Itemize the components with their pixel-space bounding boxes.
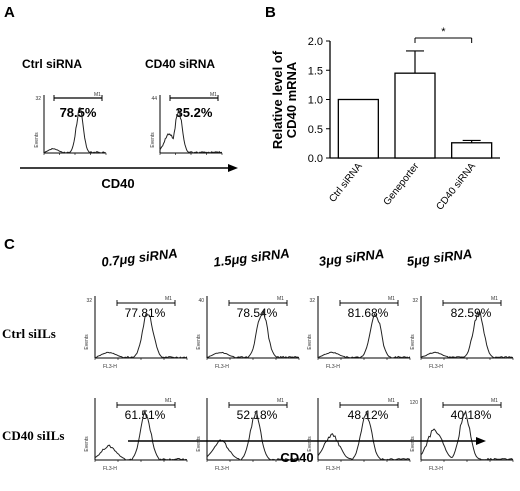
panel-c-histogram: [94, 398, 188, 462]
y-max-label: 40: [198, 298, 204, 304]
condition-label: 0.7μg siRNA: [101, 245, 179, 269]
y-max-label: 32: [35, 96, 41, 102]
bar: [337, 98, 379, 159]
y-tick-label: 2.0: [308, 36, 323, 48]
panel-c-histogram: [94, 296, 188, 360]
y-axis-label: Events: [410, 334, 416, 350]
panel-c-histogram: [206, 296, 300, 360]
histogram-curve: [317, 313, 411, 359]
y-axis-label: Events: [196, 436, 202, 452]
gate-marker-label: M1: [388, 398, 395, 404]
y-max-label: 44: [151, 96, 157, 102]
x-axis-label: FL3-H: [215, 466, 229, 472]
y-tick-label: 0.0: [308, 153, 323, 165]
x-axis-label: FL3-H: [103, 364, 117, 370]
panel-b-ylabel-line1: Relative level of: [270, 50, 285, 149]
x-axis-label: FL3-H: [326, 466, 340, 472]
histogram-curve: [94, 409, 188, 461]
category-label: Ctrl siRNA: [327, 161, 365, 205]
x-axis-label: FL3-H: [326, 364, 340, 370]
gate-percent: 61.51%: [125, 408, 166, 422]
gate-marker-label: M1: [277, 398, 284, 404]
histogram-curve: [317, 411, 411, 461]
gate-marker-label: M1: [165, 398, 172, 404]
panel-c-histogram: [317, 296, 411, 360]
panel-a-histogram: [159, 95, 223, 155]
y-tick-label: 1.0: [308, 95, 323, 107]
gate-marker-label: M1: [277, 296, 284, 302]
panel-a-histogram: [43, 95, 107, 155]
panel-c-histogram: [317, 398, 411, 462]
y-axis-label: Events: [196, 334, 202, 350]
y-axis-label: Events: [410, 436, 416, 452]
y-max-label: 32: [309, 298, 315, 304]
panel-a-axis-label: CD40: [101, 176, 134, 191]
panel-b-ylabel-line2: CD40 mRNA: [284, 61, 299, 138]
x-axis-label: FL3-H: [429, 364, 443, 370]
panel-c-axis-label: CD40: [280, 450, 313, 465]
y-axis-label: Events: [307, 436, 313, 452]
y-tick-label: 1.5: [308, 65, 323, 77]
y-axis-label: Events: [150, 132, 156, 148]
bar-chart: 0.0 0.5 1.0 1.5 2.0 Ctrl siRNA Geneporter CD40 …: [308, 26, 500, 213]
gate-percent: 40.18%: [451, 408, 492, 422]
gate-percent: 77.81%: [125, 306, 166, 320]
histogram-curve: [206, 309, 300, 359]
y-max-label: 120: [410, 400, 419, 406]
gate-marker-label: M1: [491, 398, 498, 404]
condition-label: 5μg siRNA: [406, 246, 473, 269]
x-axis-label: FL3-H: [429, 466, 443, 472]
y-tick-label: 0.5: [308, 124, 323, 136]
panel-c-histogram: [420, 296, 514, 360]
gate-percent: 78.54%: [237, 306, 278, 320]
y-axis-label: Events: [307, 334, 313, 350]
significance-star: *: [441, 26, 446, 38]
panel-b-letter: B: [265, 4, 276, 21]
histogram-curve: [94, 312, 188, 359]
panel-a-title: Ctrl siRNA: [22, 57, 82, 71]
panel-a-letter: A: [4, 4, 15, 21]
panel-c: 0.7μg siRNA 1.5μg siRNA 3μg siRNA 5μg siRNA…: [2, 245, 514, 472]
panel-c-letter: C: [4, 236, 15, 253]
panel-c-histogram: [420, 398, 514, 462]
gate-percent: 81.68%: [348, 306, 389, 320]
gate-marker-label: M1: [94, 92, 101, 98]
panel-a-title: CD40 siRNA: [145, 57, 215, 71]
gate-percent: 82.59%: [451, 306, 492, 320]
gate-marker-label: M1: [165, 296, 172, 302]
x-axis-label: FL3-H: [103, 466, 117, 472]
y-axis-label: Events: [84, 436, 90, 452]
histogram-curve: [159, 108, 223, 154]
gate-marker-label: M1: [491, 296, 498, 302]
x-axis-label: FL3-H: [215, 364, 229, 370]
gate-marker-label: M1: [210, 92, 217, 98]
histogram-curve: [43, 107, 107, 154]
y-max-label: 32: [86, 298, 92, 304]
histogram-curve: [420, 311, 514, 359]
y-axis-label: Events: [84, 334, 90, 350]
gate-percent: 35.2%: [176, 105, 213, 120]
cd40-arrowhead: [476, 437, 486, 445]
y-axis-label: Events: [34, 132, 40, 148]
category-label: CD40 siRNA: [434, 161, 478, 213]
bar: [451, 142, 493, 159]
cd40-arrowhead: [228, 164, 238, 172]
gate-marker-label: M1: [388, 296, 395, 302]
condition-label: 1.5μg siRNA: [213, 245, 291, 269]
row-label: Ctrl siILs: [2, 326, 56, 341]
row-label: CD40 siILs: [2, 428, 65, 443]
category-label: Geneporter: [382, 161, 422, 208]
bar: [394, 72, 436, 159]
histogram-curve: [420, 409, 514, 461]
condition-label: 3μg siRNA: [318, 246, 385, 269]
y-max-label: 32: [412, 298, 418, 304]
gate-percent: 48.12%: [348, 408, 389, 422]
